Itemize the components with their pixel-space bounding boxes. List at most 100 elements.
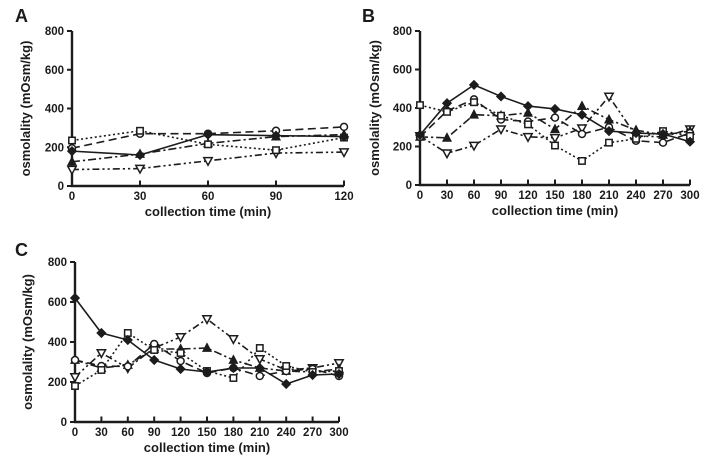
circle-marker-icon: [255, 371, 265, 381]
triangle-up-marker-icon: [522, 107, 534, 117]
chart-panel-c: 0 200 400 600 800 0 30 60 90 120 150 180 210 240 270 30…: [20, 257, 349, 455]
y-axis-title: osmolality (mOsm/kg): [18, 41, 33, 177]
triangle-down-marker-icon: [202, 156, 214, 167]
x-tick-label: 300: [680, 190, 699, 202]
diamond-marker-icon: [254, 362, 265, 374]
square-marker-icon: [551, 141, 559, 150]
y-tick-label: 200: [48, 377, 67, 389]
triangle-down-marker-icon: [254, 355, 266, 365]
diamond-marker-icon: [495, 91, 507, 102]
y-tick-label: 400: [45, 104, 64, 116]
square-marker-icon: [68, 136, 76, 145]
x-tick-label: 0: [69, 191, 75, 203]
x-tick-label: 270: [653, 190, 672, 202]
series-line-open-circle-dashed: [74, 343, 340, 377]
x-tick-label: 120: [518, 190, 537, 202]
diamond-marker-icon: [414, 129, 426, 141]
diamond-marker-icon: [149, 354, 160, 366]
circle-marker-icon: [176, 356, 185, 366]
diamond-marker-icon: [522, 100, 534, 112]
series-markers-filled-diamond-solid: [66, 129, 350, 161]
x-tick-label: 180: [224, 427, 243, 439]
square-marker-icon: [497, 111, 505, 120]
square-marker-icon: [524, 120, 532, 129]
diamond-marker-icon: [134, 149, 146, 161]
triangle-up-marker-icon: [549, 123, 561, 134]
axis-spine: [73, 262, 339, 424]
chart-panel-b: 0 200 400 600 800 0 30 60 90 120 150 180 210 240 270 30…: [367, 26, 700, 218]
x-tick-label: 120: [334, 191, 353, 203]
square-marker-icon: [416, 101, 424, 110]
square-marker-icon: [136, 126, 144, 135]
square-marker-icon: [97, 366, 106, 374]
panel-label-c: C: [15, 240, 28, 260]
circle-marker-icon: [577, 129, 587, 139]
x-tick-label: 90: [495, 190, 508, 202]
x-tick-label: 90: [148, 427, 161, 439]
y-tick-label: 400: [48, 337, 67, 349]
triangle-down-marker-icon: [603, 92, 615, 103]
triangle-down-marker-icon: [175, 333, 187, 343]
diamond-marker-icon: [549, 103, 561, 115]
circle-marker-icon: [70, 355, 80, 365]
triangle-down-marker-icon: [576, 124, 588, 135]
triangle-down-marker-icon: [134, 164, 146, 175]
x-tick-label: 210: [599, 190, 618, 202]
x-tick-label: 60: [121, 427, 134, 439]
x-tick-label: 150: [197, 427, 216, 439]
triangle-down-marker-icon: [495, 125, 507, 136]
x-tick-label: 0: [72, 427, 78, 439]
diamond-marker-icon: [657, 128, 669, 140]
triangle-up-marker-icon: [576, 100, 588, 110]
chart-panel-a: 0 200 400 600 800 0 30 60 90 120 collection time (…: [18, 26, 354, 219]
triangle-down-marker-icon: [441, 149, 453, 160]
series-line-open-invtriangle-dashdotdot: [71, 151, 345, 171]
y-tick-label: 600: [393, 65, 412, 77]
square-marker-icon: [204, 140, 212, 149]
square-marker-icon: [255, 344, 264, 352]
y-axis-title: osmolality (mOsm/kg): [367, 40, 382, 176]
diamond-marker-icon: [338, 131, 350, 142]
diamond-marker-icon: [69, 292, 81, 304]
triangle-up-marker-icon: [468, 109, 480, 119]
diamond-marker-icon: [228, 362, 239, 374]
panel-label-b: B: [362, 6, 375, 26]
triangle-up-marker-icon: [603, 113, 615, 124]
diamond-marker-icon: [468, 79, 480, 91]
y-tick-label: 800: [48, 257, 67, 269]
triangle-up-marker-icon: [201, 342, 213, 352]
square-marker-icon: [605, 138, 613, 147]
triangle-down-marker-icon: [95, 349, 107, 359]
square-marker-icon: [71, 382, 79, 390]
x-tick-label: 0: [417, 190, 423, 202]
square-marker-icon: [282, 362, 291, 370]
y-tick-label: 200: [393, 142, 412, 154]
diamond-marker-icon: [333, 368, 345, 380]
diamond-marker-icon: [281, 378, 292, 390]
triangle-down-marker-icon: [549, 133, 561, 144]
triangle-down-marker-icon: [201, 315, 213, 325]
x-tick-label: 300: [329, 427, 348, 439]
y-axis-title: osmolality (mOsm/kg): [20, 274, 35, 410]
x-tick-label: 180: [572, 190, 591, 202]
x-axis-title: collection time (min): [492, 203, 618, 218]
circle-marker-icon: [123, 362, 133, 371]
y-tick-label: 0: [406, 180, 412, 192]
diamond-marker-icon: [576, 109, 588, 120]
y-tick-label: 600: [45, 65, 64, 77]
x-axis-title: collection time (min): [145, 204, 271, 219]
panel-label-a: A: [15, 6, 28, 26]
square-marker-icon: [470, 98, 478, 107]
circle-marker-icon: [658, 138, 668, 147]
square-marker-icon: [578, 156, 586, 165]
x-tick-label: 90: [270, 191, 283, 203]
x-tick-label: 270: [303, 427, 322, 439]
circle-marker-icon: [339, 122, 349, 132]
y-tick-label: 600: [48, 297, 67, 309]
triangle-down-marker-icon: [522, 132, 534, 143]
diamond-marker-icon: [96, 327, 107, 339]
diamond-marker-icon: [603, 125, 615, 137]
diamond-marker-icon: [122, 334, 133, 346]
diamond-marker-icon: [201, 366, 213, 378]
